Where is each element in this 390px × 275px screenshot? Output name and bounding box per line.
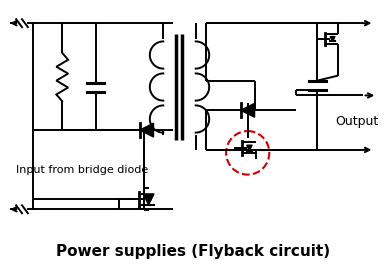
Polygon shape (247, 145, 252, 151)
Polygon shape (330, 37, 335, 42)
Text: Output: Output (335, 115, 378, 128)
Polygon shape (140, 123, 154, 137)
Polygon shape (143, 194, 154, 205)
Text: Power supplies (Flyback circuit): Power supplies (Flyback circuit) (56, 244, 330, 259)
Text: Input from bridge diode: Input from bridge diode (16, 165, 148, 175)
Polygon shape (241, 103, 255, 117)
